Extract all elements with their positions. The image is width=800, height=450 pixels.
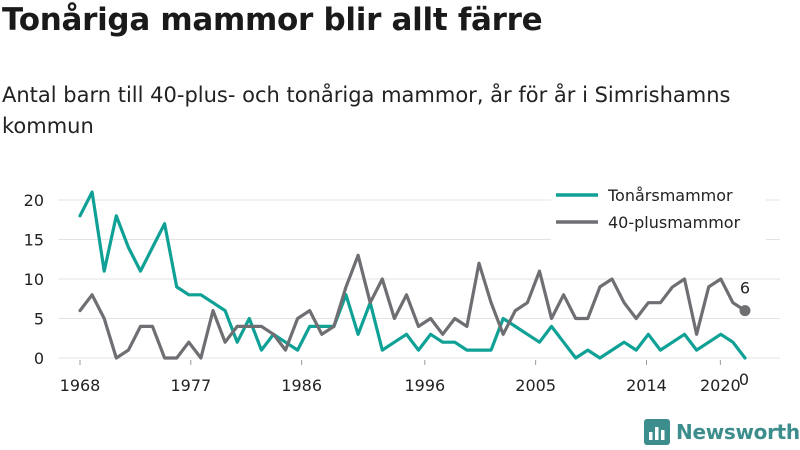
- series-line-fortyplusmammor: [78, 253, 747, 360]
- y-tick-label: 0: [34, 349, 44, 368]
- y-tick-label: 20: [24, 191, 44, 210]
- series-end-label: 0: [739, 370, 749, 389]
- x-tick-label: 1986: [281, 376, 322, 395]
- x-tick-label: 1977: [170, 376, 211, 395]
- chart-subtitle: Antal barn till 40-plus- och tonåriga ma…: [2, 83, 731, 138]
- y-tick-label: 15: [24, 231, 44, 250]
- x-tick-label: 2020: [700, 376, 741, 395]
- x-tick-label: 2014: [626, 376, 667, 395]
- series-end-label: 6: [740, 279, 750, 298]
- x-tick-label: 1996: [404, 376, 445, 395]
- y-tick-label: 10: [24, 270, 44, 289]
- x-tick-label: 1968: [60, 376, 101, 395]
- x-tick-label: 2005: [515, 376, 556, 395]
- legend-label: Tonårsmammor: [607, 186, 733, 205]
- chart-title: Tonåriga mammor blir allt färre: [2, 2, 543, 38]
- bar-chart-logo-icon: [644, 419, 670, 445]
- brand-name: Newsworthy: [676, 420, 800, 444]
- brand: Newsworthy: [644, 419, 800, 445]
- series-line-tonarsmammor: [78, 190, 747, 360]
- legend-box: [551, 178, 766, 240]
- y-tick-label: 5: [34, 310, 44, 329]
- series-end-point: [739, 305, 751, 317]
- legend-label: 40-plusmammor: [608, 213, 741, 232]
